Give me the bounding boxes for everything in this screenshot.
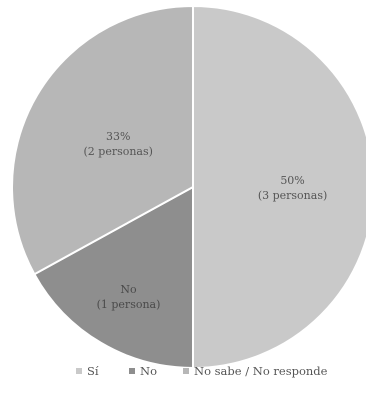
pie-labels: 50% (3 personas) No (1 persona) 33% (2 person…: [83, 130, 327, 311]
legend-item-si: Sí: [76, 364, 99, 378]
pie-slices: [11, 4, 366, 370]
legend: Sí No No sabe / No responde: [0, 364, 366, 388]
pie-label-pct-no: No: [120, 283, 137, 296]
legend-swatch-no: [129, 368, 135, 374]
legend-swatch-no-sabe: [183, 368, 189, 374]
legend-item-no: No: [129, 364, 157, 378]
pie-label-sub-si: (3 personas): [258, 189, 327, 202]
legend-label-si: Sí: [87, 364, 99, 378]
pie-label-pct-si: 50%: [280, 174, 304, 187]
pie-label-sub-no-sabe: (2 personas): [83, 145, 152, 158]
pie-slice-no: [33, 185, 194, 370]
legend-label-no: No: [140, 364, 157, 378]
legend-item-no-sabe: No sabe / No responde: [183, 364, 327, 378]
pie-label-sub-no: (1 persona): [97, 298, 161, 311]
legend-label-no-sabe: No sabe / No responde: [194, 364, 328, 378]
pie-label-pct-no-sabe: 33%: [106, 130, 130, 143]
pie-slice-no-sabe: [11, 4, 194, 276]
legend-swatch-si: [76, 368, 82, 374]
pie-slice-si: [192, 4, 366, 370]
